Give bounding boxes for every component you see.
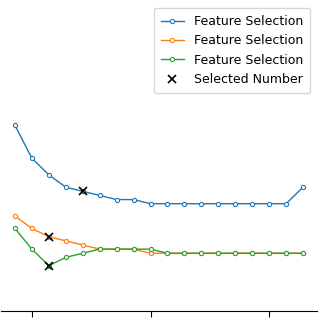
Line: Feature Selection: Feature Selection [13, 214, 305, 255]
Feature Selection [132, 247, 135, 251]
Feature Selection [149, 251, 152, 255]
Feature Selection [115, 198, 119, 202]
Feature Selection [81, 251, 85, 255]
Feature Selection [217, 251, 220, 255]
Feature Selection [233, 251, 237, 255]
Feature Selection [301, 185, 305, 189]
Feature Selection [30, 226, 34, 230]
Feature Selection [166, 251, 169, 255]
Feature Selection [267, 202, 271, 206]
Feature Selection [284, 202, 288, 206]
Feature Selection [183, 202, 186, 206]
Feature Selection [13, 226, 17, 230]
Feature Selection [301, 251, 305, 255]
Feature Selection [47, 264, 51, 267]
Feature Selection [217, 202, 220, 206]
Feature Selection [13, 123, 17, 127]
Feature Selection [183, 251, 186, 255]
Feature Selection [149, 202, 152, 206]
Legend: Feature Selection, Feature Selection, Feature Selection, Selected Number: Feature Selection, Feature Selection, Fe… [154, 8, 310, 93]
Feature Selection [98, 194, 101, 197]
Feature Selection [81, 190, 85, 193]
Feature Selection [64, 255, 68, 259]
Feature Selection [47, 235, 51, 238]
Feature Selection [233, 202, 237, 206]
Feature Selection [250, 202, 254, 206]
Feature Selection [166, 202, 169, 206]
Feature Selection [149, 247, 152, 251]
Feature Selection [30, 156, 34, 160]
Feature Selection [233, 251, 237, 255]
Feature Selection [81, 243, 85, 247]
Feature Selection [47, 173, 51, 177]
Feature Selection [115, 247, 119, 251]
Feature Selection [267, 251, 271, 255]
Feature Selection [267, 251, 271, 255]
Feature Selection [250, 251, 254, 255]
Feature Selection [284, 251, 288, 255]
Feature Selection [284, 251, 288, 255]
Feature Selection [199, 202, 203, 206]
Feature Selection [98, 247, 101, 251]
Feature Selection [199, 251, 203, 255]
Feature Selection [183, 251, 186, 255]
Feature Selection [250, 251, 254, 255]
Line: Feature Selection: Feature Selection [13, 226, 305, 268]
Feature Selection [13, 214, 17, 218]
Feature Selection [64, 239, 68, 243]
Line: Feature Selection: Feature Selection [13, 123, 305, 206]
Feature Selection [217, 251, 220, 255]
Feature Selection [301, 251, 305, 255]
Feature Selection [30, 247, 34, 251]
Feature Selection [132, 198, 135, 202]
Feature Selection [98, 247, 101, 251]
Feature Selection [199, 251, 203, 255]
Feature Selection [115, 247, 119, 251]
Feature Selection [64, 185, 68, 189]
Feature Selection [166, 251, 169, 255]
Feature Selection [132, 247, 135, 251]
